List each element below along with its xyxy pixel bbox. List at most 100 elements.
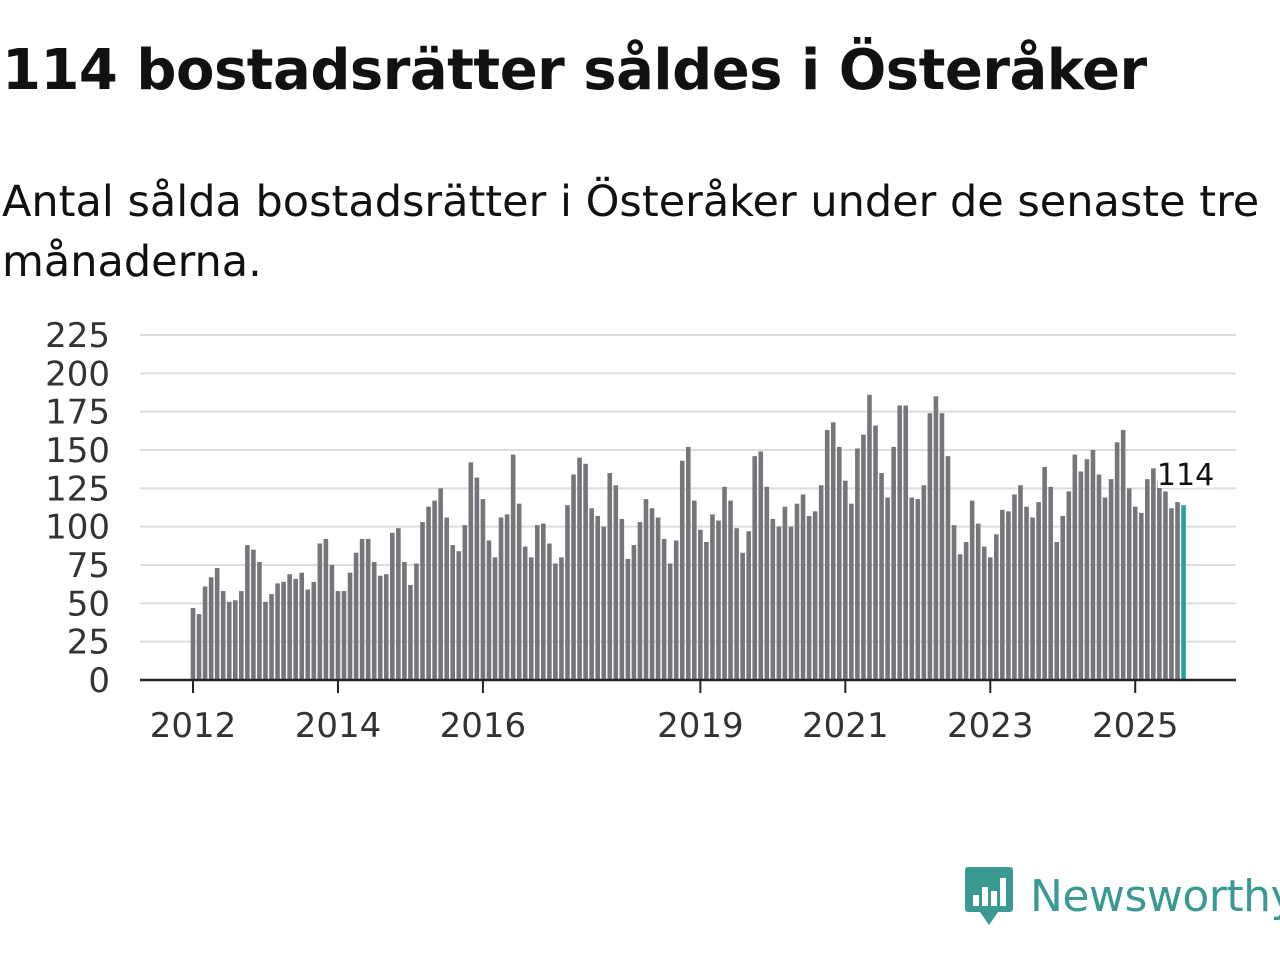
bar bbox=[214, 568, 220, 680]
bar bbox=[1072, 454, 1078, 680]
bar bbox=[679, 460, 685, 680]
bar bbox=[287, 574, 292, 680]
bar bbox=[226, 601, 232, 680]
bar bbox=[667, 563, 673, 680]
bar bbox=[698, 529, 703, 680]
bar bbox=[486, 540, 492, 680]
y-tick-label: 25 bbox=[67, 623, 110, 663]
bar bbox=[1096, 474, 1102, 680]
bar bbox=[498, 517, 504, 680]
bar bbox=[957, 554, 963, 680]
x-tick-label: 2023 bbox=[947, 706, 1034, 746]
bar bbox=[275, 583, 280, 680]
bar bbox=[438, 488, 443, 680]
bar bbox=[1102, 497, 1108, 680]
bar bbox=[1132, 506, 1138, 680]
bar bbox=[722, 486, 727, 680]
bar bbox=[293, 578, 298, 680]
bar bbox=[1126, 488, 1132, 680]
bar bbox=[963, 542, 969, 680]
bar bbox=[239, 591, 244, 680]
bar bbox=[232, 600, 238, 680]
bar bbox=[450, 545, 456, 680]
bar bbox=[1024, 506, 1029, 680]
bar bbox=[522, 546, 528, 680]
y-tick-label: 125 bbox=[45, 469, 110, 509]
y-tick-label: 50 bbox=[67, 584, 110, 624]
bar bbox=[885, 497, 890, 680]
chart-title: 114 bostadsrätter såldes i Österåker bbox=[2, 38, 1147, 103]
bar bbox=[1084, 459, 1090, 680]
bar bbox=[541, 523, 546, 680]
bar bbox=[673, 540, 679, 680]
bar bbox=[740, 552, 745, 680]
bar bbox=[987, 557, 993, 680]
bar bbox=[1163, 491, 1168, 680]
bar bbox=[770, 519, 776, 680]
y-tick-label: 225 bbox=[45, 316, 110, 356]
bar bbox=[981, 546, 987, 680]
bar bbox=[625, 558, 631, 680]
bar bbox=[782, 506, 788, 680]
bar bbox=[655, 517, 661, 680]
bar bbox=[504, 514, 510, 680]
bar bbox=[456, 551, 462, 680]
bar bbox=[601, 526, 607, 680]
bar bbox=[311, 581, 317, 680]
bar bbox=[480, 499, 486, 680]
bar bbox=[281, 581, 286, 680]
bar bbox=[396, 528, 401, 680]
bar bbox=[631, 545, 637, 680]
brand-logo: Newsworthy bbox=[964, 864, 1280, 928]
y-tick-label: 150 bbox=[45, 431, 110, 471]
bar bbox=[716, 520, 721, 680]
bar bbox=[849, 503, 854, 680]
bar bbox=[788, 526, 794, 680]
bar bbox=[861, 434, 866, 680]
bar bbox=[710, 514, 715, 680]
bar bbox=[897, 405, 902, 680]
bar bbox=[565, 505, 570, 680]
bar bbox=[420, 522, 425, 680]
bar bbox=[251, 549, 256, 680]
bar-highlight bbox=[1181, 505, 1186, 680]
bar bbox=[468, 462, 474, 680]
bar bbox=[643, 499, 649, 680]
bar bbox=[1090, 450, 1096, 680]
bar bbox=[269, 594, 274, 680]
bar bbox=[202, 586, 208, 680]
bar bbox=[1048, 486, 1053, 680]
bar bbox=[915, 499, 921, 680]
x-tick-label: 2019 bbox=[657, 706, 744, 746]
bar bbox=[734, 528, 739, 680]
bar bbox=[299, 572, 305, 680]
bar bbox=[577, 457, 582, 680]
y-tick-label: 0 bbox=[88, 661, 110, 701]
bar bbox=[1138, 512, 1144, 680]
bar bbox=[359, 538, 365, 680]
bar bbox=[510, 454, 516, 680]
bar bbox=[1006, 511, 1011, 680]
bar bbox=[1066, 491, 1072, 680]
y-tick-label: 200 bbox=[45, 354, 110, 394]
bar bbox=[867, 394, 872, 680]
bar bbox=[492, 557, 498, 680]
annotations: 114 bbox=[1154, 455, 1217, 496]
bar bbox=[855, 448, 860, 680]
chart-subtitle: Antal sålda bostadsrätter i Österåker un… bbox=[2, 177, 1260, 287]
bar bbox=[758, 451, 764, 680]
x-tick-label: 2014 bbox=[295, 706, 382, 746]
bar bbox=[341, 591, 347, 680]
bar bbox=[547, 543, 552, 680]
bar bbox=[220, 591, 226, 680]
bar bbox=[583, 463, 588, 680]
bar bbox=[534, 525, 540, 680]
y-tick-label: 175 bbox=[45, 393, 110, 433]
bar bbox=[836, 446, 842, 680]
bar bbox=[945, 456, 951, 680]
bars bbox=[190, 394, 1186, 680]
bar bbox=[806, 515, 812, 680]
bar bbox=[196, 614, 202, 680]
bar bbox=[553, 563, 558, 680]
